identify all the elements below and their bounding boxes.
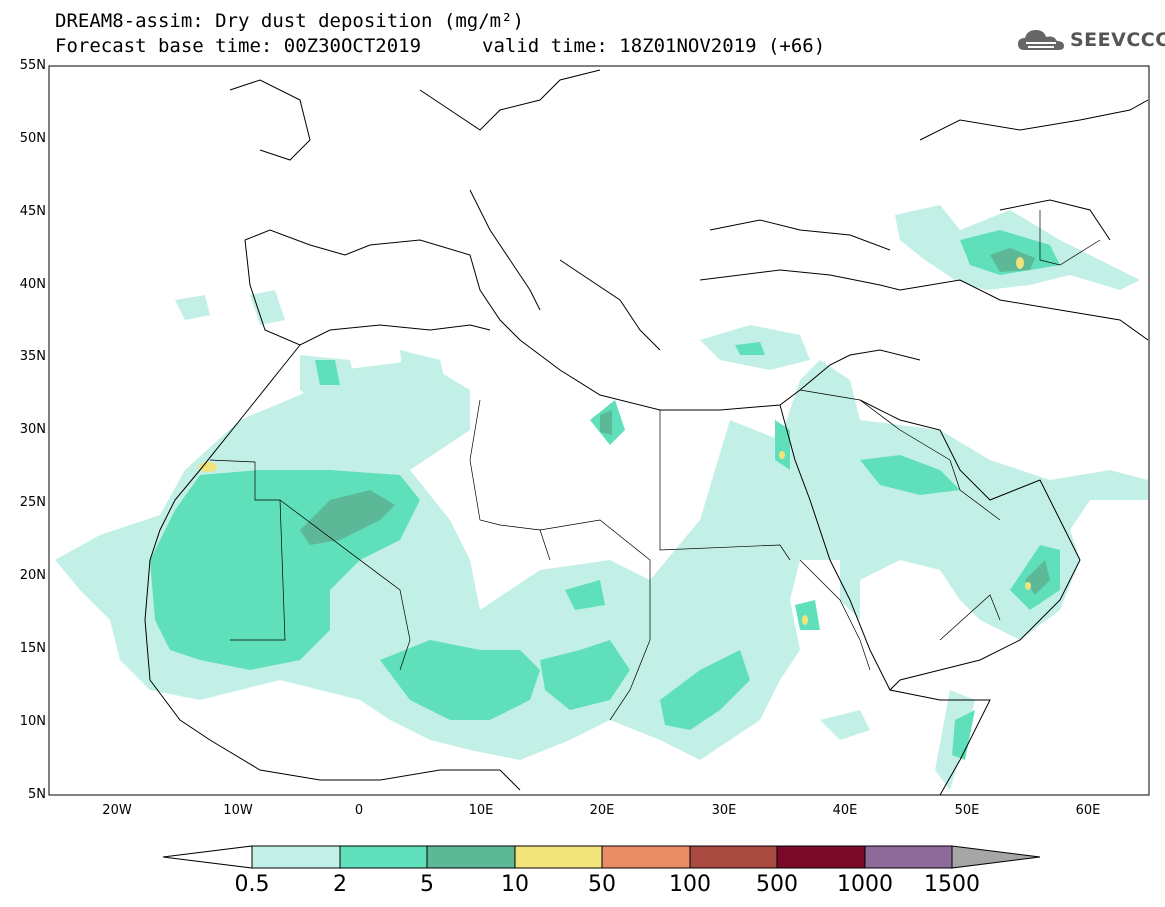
lon-label: 60E xyxy=(1075,803,1101,818)
colorbar-swatch xyxy=(514,845,603,869)
valid-time: valid time: 18Z01NOV2019 (+66) xyxy=(482,35,826,57)
colorbar-high-arrow xyxy=(951,845,1041,869)
lon-label: 40E xyxy=(832,803,858,818)
colorbar-swatch xyxy=(864,845,953,869)
colorbar-label: 1000 xyxy=(837,872,893,897)
colorbar-label: 5 xyxy=(420,872,434,897)
lat-label: 55N xyxy=(19,58,46,73)
colorbar-label: 0.5 xyxy=(234,872,270,897)
colorbar-swatch xyxy=(251,845,341,869)
lat-label: 40N xyxy=(19,277,46,292)
lat-label: 25N xyxy=(19,495,46,510)
seevccc-logo: SEEVCCC xyxy=(1016,26,1165,54)
lat-label: 5N xyxy=(28,787,46,802)
colorbar-label: 10 xyxy=(501,872,529,897)
lat-label: 30N xyxy=(19,422,46,437)
lon-label: 10E xyxy=(468,803,494,818)
colorbar-swatch xyxy=(689,845,778,869)
lat-label: 10N xyxy=(19,714,46,729)
lon-label: 20W xyxy=(102,803,132,818)
lat-label: 20N xyxy=(19,568,46,583)
colorbar-label: 2 xyxy=(333,872,347,897)
lat-label: 35N xyxy=(19,349,46,364)
colorbar xyxy=(162,845,1041,869)
colorbar-swatch xyxy=(601,845,691,869)
deposition-level-10 xyxy=(199,257,1031,625)
colorbar-label: 50 xyxy=(588,872,616,897)
colorbar-swatch xyxy=(339,845,428,869)
colorbar-label: 500 xyxy=(756,872,798,897)
lon-label: 20E xyxy=(589,803,615,818)
map-frame xyxy=(48,65,1150,796)
lon-label: 30E xyxy=(711,803,737,818)
lon-label: 10W xyxy=(223,803,253,818)
logo-text: SEEVCCC xyxy=(1070,29,1165,51)
colorbar-label: 100 xyxy=(669,872,711,897)
forecast-base-time: Forecast base time: 00Z30OCT2019 xyxy=(55,35,422,57)
lat-label: 50N xyxy=(19,131,46,146)
colorbar-swatch xyxy=(776,845,866,869)
colorbar-label: 1500 xyxy=(924,872,980,897)
lat-label: 15N xyxy=(19,641,46,656)
cloud-logo-icon xyxy=(1018,30,1064,50)
map-title: DREAM8-assim: Dry dust deposition (mg/m²… xyxy=(55,10,524,32)
lat-label: 45N xyxy=(19,204,46,219)
lon-label: 0 xyxy=(354,803,364,818)
deposition-level-5 xyxy=(300,248,1050,595)
coastlines xyxy=(144,69,1149,795)
country-borders xyxy=(209,210,1101,721)
colorbar-swatch xyxy=(426,845,516,869)
lon-label: 50E xyxy=(954,803,980,818)
colorbar-low-arrow xyxy=(162,845,253,869)
